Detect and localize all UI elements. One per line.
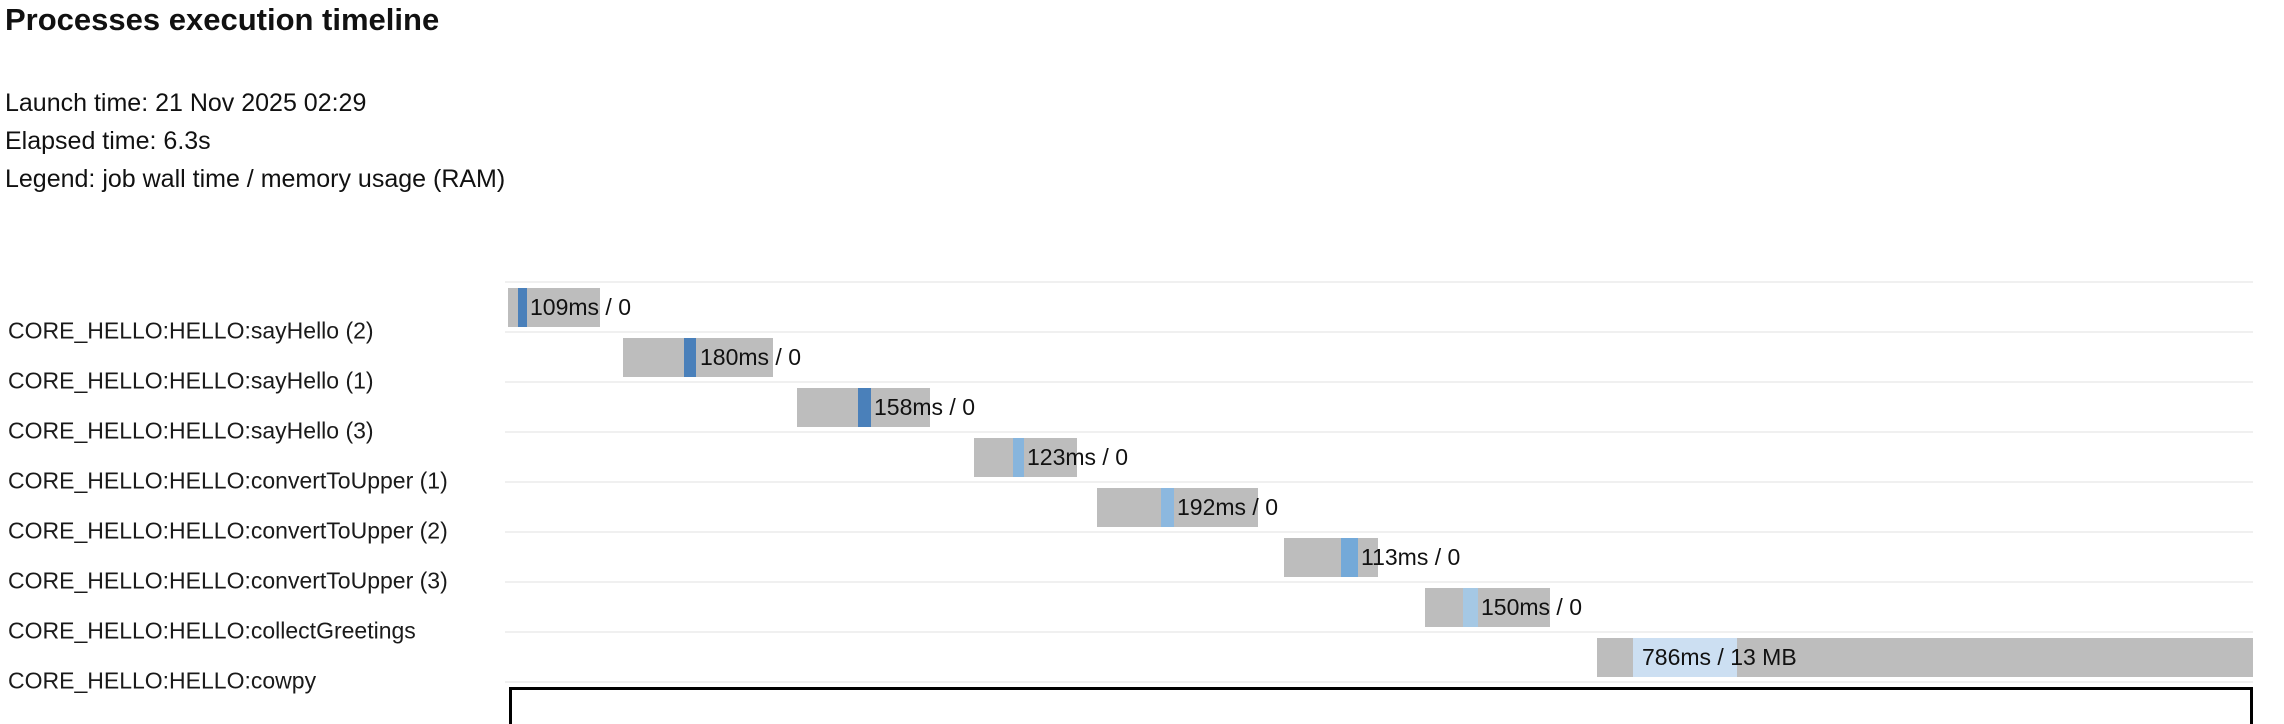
process-label: CORE_HELLO:HELLO:convertToUpper (2) [8,517,448,544]
process-label: CORE_HELLO:HELLO:cowpy [8,667,317,694]
task-bar [1284,538,1378,577]
task-runtime-stripe [1161,488,1174,527]
row-gridline [505,431,2253,433]
process-label: CORE_HELLO:HELLO:sayHello (1) [8,367,374,394]
process-label: CORE_HELLO:HELLO:sayHello (2) [8,317,374,344]
bottom-panel-border [509,687,2253,724]
task-bar [1097,488,1258,527]
task-bar-text: 150ms / 0 [1481,594,1582,620]
row-gridline [505,681,2253,683]
process-label: CORE_HELLO:HELLO:convertToUpper (1) [8,467,448,494]
task-runtime-stripe [1463,588,1478,627]
task-bar-text: 192ms / 0 [1177,494,1278,520]
report-info-block: Launch time: 21 Nov 2025 02:29 Elapsed t… [5,84,505,198]
task-runtime-stripe [1013,438,1024,477]
task-bar-text: 158ms / 0 [874,394,975,420]
row-gridline [505,631,2253,633]
row-gridline [505,581,2253,583]
task-runtime-stripe [1633,638,1737,677]
task-bar [1425,588,1550,627]
process-label: CORE_HELLO:HELLO:sayHello (3) [8,417,374,444]
task-bar-text: 109ms / 0 [530,294,631,320]
task-runtime-stripe [684,338,696,377]
row-gridline [505,531,2253,533]
row-gridline [505,331,2253,333]
launch-time-line: Launch time: 21 Nov 2025 02:29 [5,89,367,117]
task-bar-text: 786ms / 13 MB [1642,644,1797,670]
task-runtime-stripe [518,288,527,327]
page-title: Processes execution timeline [5,2,440,37]
task-bar-text: 123ms / 0 [1027,444,1128,470]
task-bar-text: 180ms / 0 [700,344,801,370]
row-gridline [505,281,2253,283]
elapsed-time-line: Elapsed time: 6.3s [5,127,211,155]
task-bar [974,438,1077,477]
task-bar [623,338,773,377]
row-gridline [505,381,2253,383]
process-label: CORE_HELLO:HELLO:collectGreetings [8,617,416,644]
task-runtime-stripe [858,388,871,427]
task-runtime-stripe [1341,538,1358,577]
process-label: CORE_HELLO:HELLO:convertToUpper (3) [8,567,448,594]
legend-line: Legend: job wall time / memory usage (RA… [5,165,506,193]
row-gridline [505,481,2253,483]
task-bar-text: 113ms / 0 [1361,544,1461,570]
